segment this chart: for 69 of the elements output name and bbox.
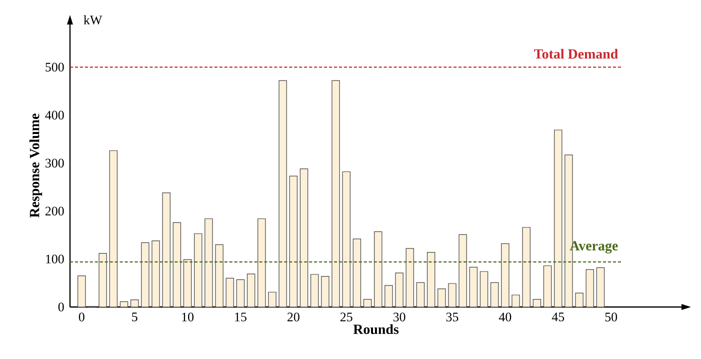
bar [236,279,245,308]
x-tick-label: 15 [235,312,246,322]
bar [332,80,340,308]
bar [98,252,107,308]
bar [204,218,213,308]
bar [448,283,456,308]
x-tick-label: 25 [340,312,352,322]
x-tick-label: 40 [498,312,512,322]
bar [426,252,436,308]
bar [130,300,139,308]
bar [300,168,308,308]
bar [120,301,128,308]
bar [522,227,530,308]
y-tick-label: 300 [46,158,64,168]
ref-line-label: Total Demand [534,48,618,59]
bar [162,192,170,308]
bar [416,282,425,308]
bar [458,234,467,308]
bar [268,292,276,308]
x-tick-label: 50 [605,312,618,322]
x-tick-label: 45 [552,312,564,322]
bar [384,285,393,308]
bar [501,243,510,308]
bar [278,80,287,308]
bar [194,233,202,308]
y-tick-label: 0 [58,302,64,312]
x-tick-label: 10 [182,312,194,322]
y-tick-label: 200 [45,206,64,216]
bar [258,218,266,308]
bar [490,282,499,308]
bar [596,267,605,308]
bar [310,274,319,308]
bar [532,299,542,308]
bar [78,276,86,308]
bar [352,238,362,308]
bar [342,171,350,308]
y-tick-label: 100 [46,254,64,264]
bar [183,259,192,308]
bar [172,222,182,308]
y-tick-label: 400 [45,110,64,120]
bar [512,294,520,308]
x-tick-label: 5 [132,312,138,322]
bar [215,244,224,308]
x-tick-label: 35 [446,312,458,322]
bar [141,242,150,308]
x-tick-label: 0 [78,312,84,322]
bar [289,176,298,308]
bar [363,299,372,308]
bar [109,150,118,308]
x-axis-title: Rounds [353,324,399,334]
x-tick-label: 20 [288,312,300,322]
bar [406,248,414,308]
bar [586,269,594,308]
bar [374,231,382,308]
bar [226,278,234,308]
bar [554,130,562,308]
bar [575,292,584,308]
bar [395,272,404,308]
bar [246,274,256,308]
annotation: kW [84,15,102,24]
bar [438,288,446,308]
bar [321,276,330,308]
bar [543,265,552,308]
y-axis-title: Response Volume [29,114,42,218]
bar [152,240,160,308]
bar [480,271,488,308]
x-tick-label: 30 [393,312,406,322]
bar [469,266,478,308]
y-tick-label: 500 [46,62,64,72]
